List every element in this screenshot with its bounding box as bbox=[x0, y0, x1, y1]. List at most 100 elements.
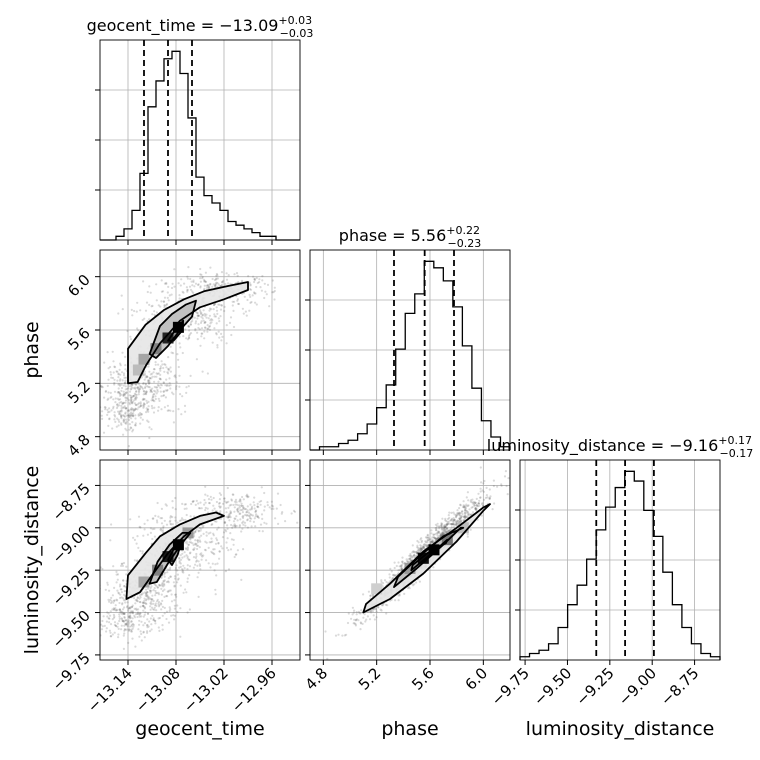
sample-point bbox=[112, 407, 115, 410]
sample-point bbox=[124, 399, 128, 402]
sample-point bbox=[127, 615, 130, 618]
sample-point bbox=[119, 583, 122, 586]
x-tick-label: −9.25 bbox=[572, 664, 617, 709]
sample-point bbox=[232, 520, 236, 523]
sample-point bbox=[168, 520, 171, 523]
sample-point bbox=[232, 503, 235, 507]
sample-point bbox=[213, 315, 216, 318]
sample-point bbox=[131, 430, 134, 433]
sample-point bbox=[179, 607, 182, 610]
sample-point bbox=[139, 612, 142, 615]
sample-point bbox=[107, 411, 110, 414]
sample-point bbox=[116, 589, 119, 592]
sample-point bbox=[425, 544, 428, 547]
sample-point bbox=[176, 581, 179, 584]
sample-point bbox=[162, 525, 165, 528]
sample-point bbox=[181, 570, 184, 573]
sample-point bbox=[157, 605, 161, 608]
sample-point bbox=[191, 284, 194, 287]
sample-point bbox=[130, 628, 133, 632]
sample-point bbox=[227, 515, 230, 518]
sample-point bbox=[144, 602, 147, 605]
sample-point bbox=[259, 523, 263, 526]
sample-point bbox=[175, 384, 178, 387]
density-cell bbox=[404, 562, 416, 574]
sample-point bbox=[152, 608, 155, 611]
sample-point bbox=[443, 531, 447, 534]
sample-point bbox=[101, 410, 104, 413]
sample-point bbox=[440, 522, 443, 525]
sample-point bbox=[449, 519, 452, 522]
sample-point bbox=[156, 386, 159, 389]
sample-point bbox=[194, 542, 197, 545]
sample-point bbox=[255, 509, 258, 512]
sample-point bbox=[253, 507, 256, 510]
sample-point bbox=[127, 418, 131, 422]
sample-point bbox=[246, 505, 249, 508]
sample-point bbox=[143, 528, 146, 531]
sample-point bbox=[142, 382, 145, 385]
sample-point bbox=[173, 575, 177, 578]
sample-point bbox=[420, 547, 424, 550]
sample-point bbox=[261, 530, 264, 533]
sample-point bbox=[149, 527, 152, 530]
sample-point bbox=[222, 279, 225, 282]
sample-point bbox=[160, 593, 163, 596]
sample-point bbox=[152, 411, 156, 414]
sample-point bbox=[134, 383, 138, 386]
sample-point bbox=[246, 496, 249, 499]
sample-point bbox=[196, 312, 199, 315]
sample-point bbox=[360, 609, 363, 612]
sample-point bbox=[362, 616, 365, 619]
axes-frame bbox=[99, 39, 301, 241]
sample-point bbox=[130, 417, 133, 420]
sample-point bbox=[140, 593, 143, 596]
sample-point bbox=[132, 536, 135, 539]
sample-point bbox=[131, 610, 134, 613]
sample-point bbox=[180, 558, 183, 561]
sample-point bbox=[176, 521, 179, 524]
sample-point bbox=[277, 522, 280, 526]
sample-point bbox=[458, 511, 461, 514]
sample-point bbox=[169, 409, 172, 412]
sample-point bbox=[463, 506, 466, 509]
sample-point bbox=[163, 296, 167, 299]
sample-point bbox=[379, 608, 382, 611]
sample-point bbox=[133, 409, 136, 412]
sample-point bbox=[117, 636, 120, 639]
sample-point bbox=[435, 529, 438, 532]
sample-point bbox=[228, 515, 231, 519]
sample-point bbox=[177, 365, 180, 369]
sample-point bbox=[185, 507, 188, 510]
sample-point bbox=[112, 398, 115, 401]
plot-area bbox=[310, 460, 510, 660]
sample-point bbox=[179, 565, 182, 569]
sample-point bbox=[117, 391, 121, 394]
sample-point bbox=[101, 567, 104, 571]
sample-point bbox=[134, 599, 137, 602]
sample-point bbox=[474, 508, 477, 511]
sample-point bbox=[145, 599, 148, 602]
sample-point bbox=[259, 503, 262, 506]
sample-point bbox=[228, 321, 232, 324]
sample-point bbox=[213, 303, 217, 306]
sample-point bbox=[225, 515, 228, 518]
sample-point bbox=[253, 279, 256, 282]
sample-point bbox=[138, 405, 142, 408]
y-tick-label: −9.00 bbox=[49, 522, 94, 567]
sample-point bbox=[143, 374, 146, 377]
sample-point bbox=[393, 566, 396, 570]
sample-point bbox=[117, 627, 120, 631]
sample-point bbox=[221, 536, 225, 539]
sample-point bbox=[89, 593, 91, 595]
sample-point bbox=[143, 636, 146, 639]
sample-point bbox=[120, 591, 123, 594]
sample-point bbox=[198, 536, 201, 539]
sample-point bbox=[195, 544, 198, 547]
sample-point bbox=[434, 537, 437, 540]
density-cell bbox=[138, 576, 150, 588]
y-tick-label: 6.0 bbox=[64, 271, 94, 301]
sample-point bbox=[136, 600, 139, 603]
sample-point bbox=[138, 383, 141, 386]
sample-point bbox=[175, 381, 178, 384]
